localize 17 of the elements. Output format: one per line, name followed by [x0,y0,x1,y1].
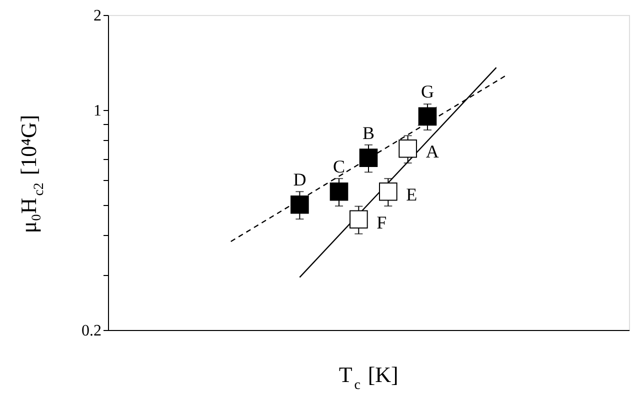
point [398,139,417,158]
y-axis-title: μ₀Hc2 [10⁴G] [16,114,47,234]
data-label: A [426,142,439,162]
data-label: F [376,212,387,232]
point [350,210,368,229]
y-tick-label: 0.2 [82,322,102,340]
data-label: G [420,81,434,102]
point [290,195,309,214]
data-label: C [333,156,346,177]
data-label: B [362,122,375,143]
data-label: E [406,184,418,205]
y-tick-label: 1 [94,102,102,120]
point [330,182,348,201]
point [379,182,398,201]
y-tick-label: 2 [94,8,102,24]
data-label: D [293,170,306,190]
point [359,148,378,167]
